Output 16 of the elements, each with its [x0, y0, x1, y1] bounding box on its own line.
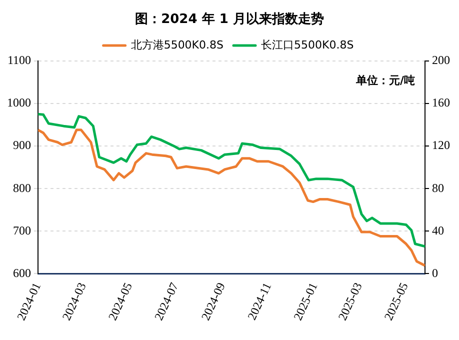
y2-tick-label: 200	[432, 53, 450, 68]
chart-title: 图：2024 年 1 月以来指数走势	[134, 11, 325, 28]
y2-tick-label: 80	[432, 180, 444, 195]
y-tick-label: 700	[13, 223, 31, 238]
y2-tick-label: 40	[432, 223, 444, 238]
y2-tick-label: 120	[432, 138, 450, 152]
y2-tick-label: 0	[432, 266, 438, 280]
y-tick-label: 600	[13, 266, 31, 280]
legend-label: 北方港5500K0.8S	[130, 38, 224, 52]
y2-tick-label: 160	[432, 96, 450, 110]
y-tick-label: 800	[13, 180, 31, 195]
annotation: 单位：元/吨	[354, 74, 415, 87]
legend-label: 长江口5500K0.8S	[261, 38, 354, 52]
y-tick-label: 900	[13, 138, 31, 152]
y-tick-label: 1100	[7, 53, 31, 68]
y-tick-label: 1000	[7, 96, 31, 110]
